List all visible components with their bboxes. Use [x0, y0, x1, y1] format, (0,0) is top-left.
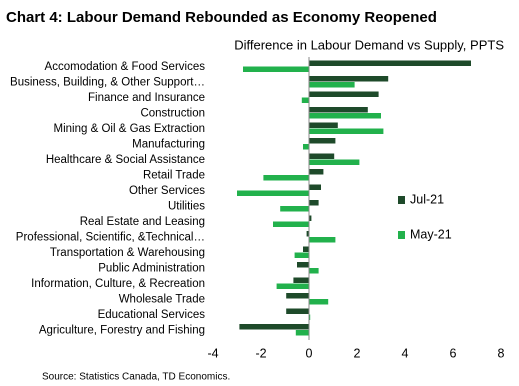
bar	[306, 231, 309, 237]
bar	[309, 128, 384, 134]
bar	[309, 153, 335, 159]
bar	[309, 113, 381, 119]
y-tick-label: Manufacturing	[132, 138, 205, 150]
bar	[309, 299, 329, 305]
bar	[309, 268, 319, 274]
x-tick-label: -2	[255, 346, 266, 360]
legend-swatch	[398, 196, 405, 204]
bar	[295, 330, 309, 336]
bar	[276, 283, 309, 289]
y-tick-label: Wholesale Trade	[119, 293, 205, 305]
y-tick-label: Public Administration	[98, 262, 205, 274]
y-tick-label: Real Estate and Leasing	[80, 216, 205, 228]
x-tick-label: 6	[450, 346, 457, 360]
bar	[263, 175, 309, 181]
legend-label: May-21	[410, 227, 452, 241]
bar	[309, 169, 324, 175]
bar	[280, 206, 309, 212]
bar	[309, 237, 336, 243]
bar	[294, 252, 309, 258]
bar	[309, 159, 360, 165]
bar	[239, 324, 309, 330]
y-tick-label: Construction	[140, 107, 205, 119]
bar	[309, 60, 471, 66]
y-tick-label: Accomodation & Food Services	[45, 61, 206, 73]
legend-swatch	[398, 231, 405, 239]
y-tick-label: Retail Trade	[143, 169, 205, 181]
bar	[297, 262, 309, 268]
bar	[286, 293, 309, 299]
bar	[293, 277, 309, 283]
y-tick-label: Utilities	[168, 200, 205, 212]
y-tick-label: Agriculture, Forestry and Fishing	[39, 324, 205, 336]
y-tick-label: Other Services	[129, 185, 205, 197]
bar	[309, 76, 389, 82]
x-tick-label: 0	[306, 346, 313, 360]
legend-label: Jul-21	[410, 192, 444, 206]
bar	[309, 107, 368, 113]
x-tick-label: 2	[354, 346, 361, 360]
bar	[273, 221, 309, 227]
y-tick-label: Transportation & Warehousing	[50, 247, 205, 259]
y-tick-label: Information, Culture, & Recreation	[31, 278, 205, 290]
bar	[309, 314, 311, 320]
x-tick-label: 4	[402, 346, 409, 360]
chart-subtitle: Difference in Labour Demand vs Supply, P…	[234, 37, 504, 52]
bar	[303, 144, 309, 150]
bar	[309, 200, 319, 206]
x-tick-label: 8	[498, 346, 505, 360]
y-tick-label: Healthcare & Social Assistance	[46, 154, 205, 166]
y-tick-label: Business, Building, & Other Support…	[10, 76, 205, 88]
y-tick-label: Educational Services	[98, 309, 206, 321]
source: Source: Statistics Canada, TD Economics.	[42, 372, 230, 383]
bar	[309, 215, 312, 221]
y-tick-label: Finance and Insurance	[88, 92, 205, 104]
bar	[309, 138, 336, 144]
chart-title: Chart 4: Labour Demand Rebounded as Econ…	[6, 9, 437, 26]
bar	[243, 66, 309, 72]
bar	[237, 190, 309, 196]
bar	[286, 308, 309, 314]
bar	[303, 246, 309, 252]
bar	[309, 122, 338, 128]
y-tick-label: Professional, Scientific, &Technical…	[16, 231, 205, 243]
bar	[309, 91, 379, 97]
x-tick-label: -4	[207, 346, 218, 360]
bar	[301, 97, 309, 103]
y-tick-label: Mining & Oil & Gas Extraction	[54, 123, 205, 135]
bar	[309, 82, 355, 88]
bar	[309, 184, 321, 190]
